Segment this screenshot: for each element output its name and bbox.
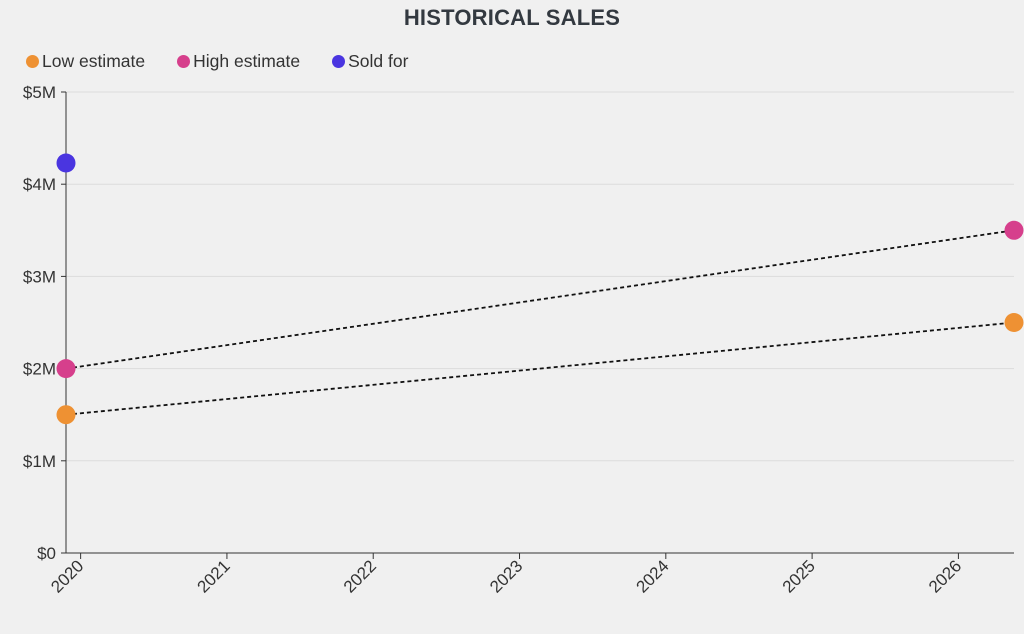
y-tick-label: $4M — [23, 175, 56, 194]
grid-lines — [66, 91, 1014, 462]
legend-marker-high-estimate — [177, 55, 191, 68]
x-tick-label: 2024 — [632, 556, 672, 596]
legend-label-high-estimate: High estimate — [193, 51, 301, 71]
data-point-high[interactable] — [1004, 220, 1024, 240]
legend-item-low-estimate[interactable]: Low estimate — [26, 51, 145, 72]
legend-item-sold-for[interactable]: Sold for — [332, 51, 408, 72]
x-tick-label: 2021 — [194, 556, 234, 596]
data-point-low[interactable] — [56, 405, 76, 425]
data-point-high[interactable] — [56, 359, 76, 379]
x-tick-label: 2022 — [340, 556, 380, 596]
y-tick-label: $3M — [23, 267, 56, 286]
x-tick-label: 2025 — [779, 556, 819, 596]
y-tick-label: $0 — [37, 544, 56, 563]
series-line-high — [65, 229, 1015, 370]
legend-item-high-estimate[interactable]: High estimate — [177, 51, 300, 72]
legend-marker-low-estimate — [26, 55, 39, 68]
legend-marker-sold-for — [332, 55, 346, 68]
chart-title: HISTORICAL SALES — [403, 5, 621, 30]
y-tick-label: $2M — [23, 360, 56, 379]
x-tick-label: 2026 — [925, 556, 965, 596]
data-point-low[interactable] — [1004, 313, 1024, 332]
series-points — [56, 153, 1024, 425]
chart-legend: Low estimate High estimate Sold for — [26, 51, 440, 72]
x-tick-label: 2023 — [486, 556, 526, 596]
legend-label-sold-for: Sold for — [348, 51, 409, 71]
data-point-sold[interactable] — [56, 153, 76, 173]
series-line-low — [65, 321, 1015, 416]
y-tick-label: $1M — [23, 452, 56, 471]
series-lines — [65, 229, 1015, 416]
legend-label-low-estimate: Low estimate — [42, 51, 146, 71]
y-tick-label: $5M — [23, 83, 56, 102]
